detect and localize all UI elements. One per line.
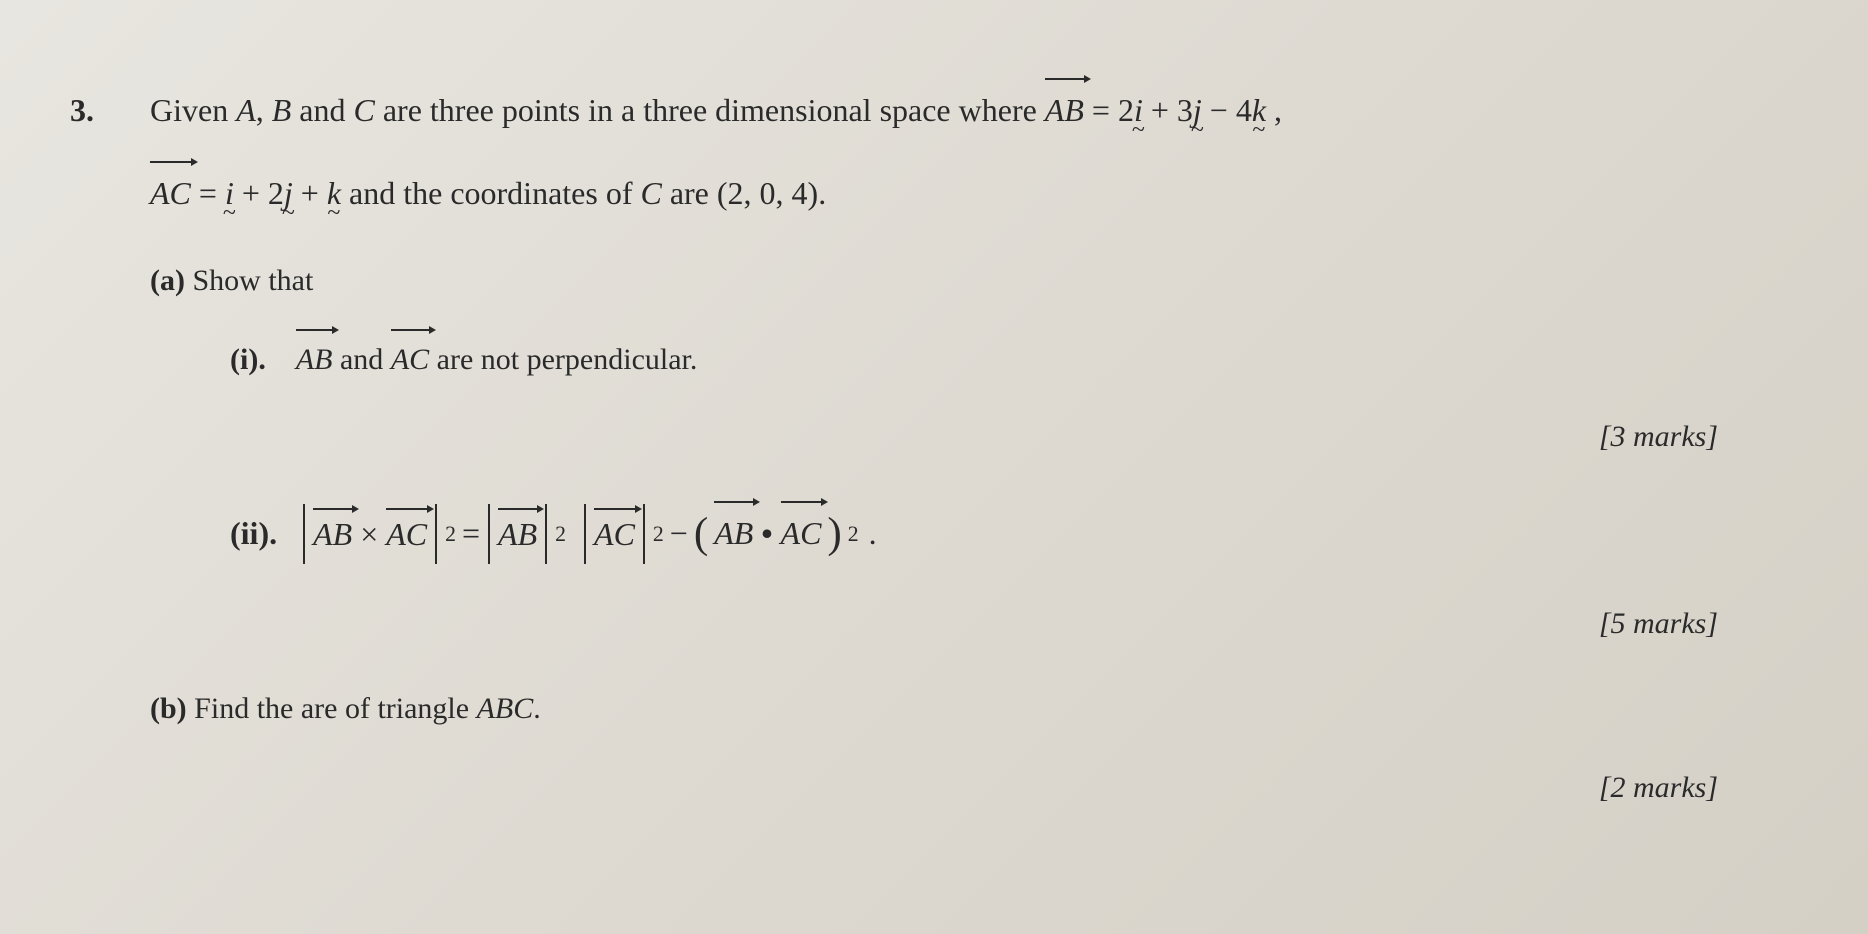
text: are	[662, 175, 717, 211]
marks-b: [2 marks]	[100, 759, 1718, 816]
dot-op: •	[759, 503, 774, 564]
period: .	[533, 692, 541, 725]
vector-AC: AC	[594, 510, 635, 558]
part-b: (b) Find the are of triangle ABC.	[150, 680, 1748, 737]
text: − 4	[1202, 92, 1252, 128]
minus: −	[670, 503, 688, 564]
subpart-ii: (ii). AB × AC 2 = AB 2 AC 2 − ( AB•AC )2…	[230, 493, 1748, 575]
text: + 2	[234, 175, 284, 211]
point-C: C	[354, 92, 375, 128]
vector-AB: AB	[296, 331, 333, 388]
question-stem-line2: AC = i + 2j + k and the coordinates of C…	[150, 163, 1748, 224]
vector-AC: AC	[391, 331, 429, 388]
vector-AB: AB	[714, 503, 753, 564]
triangle-ABC: ABC	[477, 692, 534, 725]
unit-i: i	[225, 163, 234, 224]
abs-cross: AB × AC	[303, 504, 437, 564]
text: +	[293, 175, 327, 211]
text: ,	[256, 92, 272, 128]
point-B: B	[272, 92, 292, 128]
text: and the coordinates of	[341, 175, 640, 211]
subpart-ii-label: (ii).	[230, 503, 277, 564]
text: Given	[150, 92, 236, 128]
marks-ii: [5 marks]	[100, 595, 1718, 652]
coordinates: (2, 0, 4)	[717, 175, 818, 211]
part-a-label: (a)	[150, 264, 185, 297]
unit-k: k	[327, 163, 341, 224]
subpart-i: (i). AB and AC are not perpendicular.	[230, 331, 1748, 388]
unit-j: j	[284, 163, 293, 224]
vector-AC: AC	[781, 503, 822, 564]
unit-j: j	[1193, 80, 1202, 141]
vector-AC: AC	[386, 510, 427, 558]
vector-AB: AB	[1045, 80, 1084, 141]
subpart-i-label: (i).	[230, 343, 266, 376]
cross-op: ×	[352, 516, 386, 552]
text: and	[332, 343, 390, 376]
period: .	[869, 503, 877, 564]
vector-AC: AC	[150, 163, 191, 224]
text: .	[818, 175, 826, 211]
marks-i: [3 marks]	[100, 408, 1718, 465]
question-number: 3.	[70, 80, 94, 141]
text: =	[191, 175, 225, 211]
part-a-text: Show that	[185, 264, 313, 297]
text: + 3	[1143, 92, 1193, 128]
point-C: C	[640, 175, 661, 211]
exam-page: 3. Given A, B and C are three points in …	[0, 0, 1868, 884]
equals: =	[462, 503, 480, 564]
abs-AB: AB	[488, 504, 547, 564]
lparen: (	[694, 493, 708, 575]
abs-AC: AC	[584, 504, 645, 564]
part-b-label: (b)	[150, 692, 187, 725]
unit-i: i	[1134, 80, 1143, 141]
unit-k: k	[1252, 80, 1266, 141]
rparen: )	[827, 493, 841, 575]
text: ,	[1266, 92, 1282, 128]
vector-AB: AB	[498, 510, 537, 558]
part-b-text: Find the are of triangle	[187, 692, 477, 725]
part-a: (a) Show that	[150, 252, 1748, 309]
subpart-i-text: are not perpendicular.	[429, 343, 697, 376]
question-stem-line1: Given A, B and C are three points in a t…	[150, 80, 1748, 141]
point-A: A	[236, 92, 256, 128]
vector-AB: AB	[313, 510, 352, 558]
text: and	[291, 92, 353, 128]
text: = 2	[1084, 92, 1134, 128]
text: are three points in a three dimensional …	[375, 92, 1045, 128]
